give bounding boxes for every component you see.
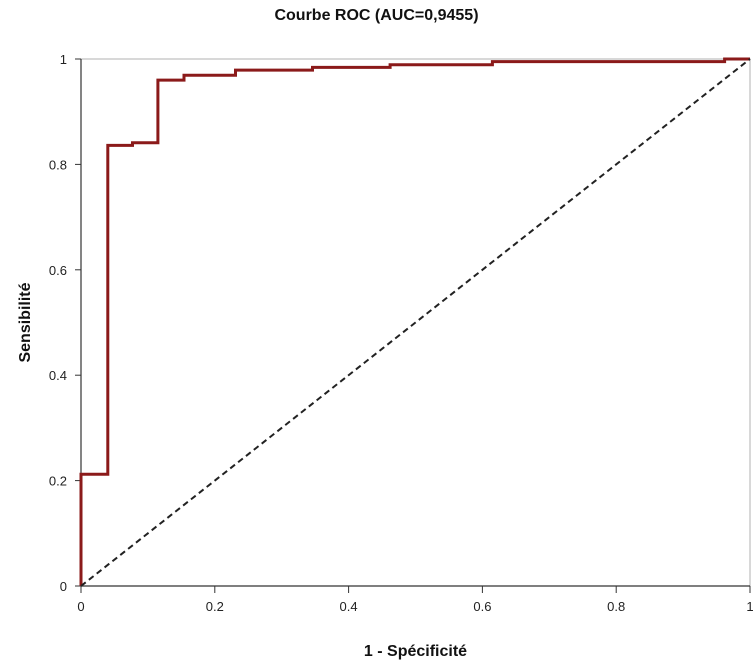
y-tick-label: 0.2 bbox=[49, 474, 67, 489]
y-axis-title: Sensibilité bbox=[17, 282, 34, 362]
reference-diagonal-line bbox=[80, 58, 751, 587]
y-tick-label: 0 bbox=[60, 579, 67, 594]
y-tick-label: 0.8 bbox=[49, 157, 67, 172]
roc-curve-line bbox=[79, 57, 750, 586]
x-axis-title: 1 - Spécificité bbox=[364, 643, 467, 660]
y-tick-label: 0.4 bbox=[49, 368, 67, 383]
chart-title: Courbe ROC (AUC=0,9455) bbox=[274, 7, 479, 24]
x-tick-label: 1 bbox=[746, 599, 753, 614]
x-tick-label: 0.8 bbox=[607, 599, 625, 614]
y-axis-ticks: 0 0.2 0.4 0.6 0.8 1 bbox=[49, 52, 81, 594]
y-tick-label: 0.6 bbox=[49, 263, 67, 278]
x-tick-label: 0.2 bbox=[206, 599, 224, 614]
x-tick-label: 0 bbox=[77, 599, 84, 614]
x-axis-ticks: 0 0.2 0.4 0.6 0.8 1 bbox=[77, 586, 753, 614]
series-layer bbox=[79, 57, 751, 587]
y-tick-label: 1 bbox=[60, 52, 67, 67]
x-tick-label: 0.4 bbox=[340, 599, 358, 614]
x-tick-label: 0.6 bbox=[473, 599, 491, 614]
